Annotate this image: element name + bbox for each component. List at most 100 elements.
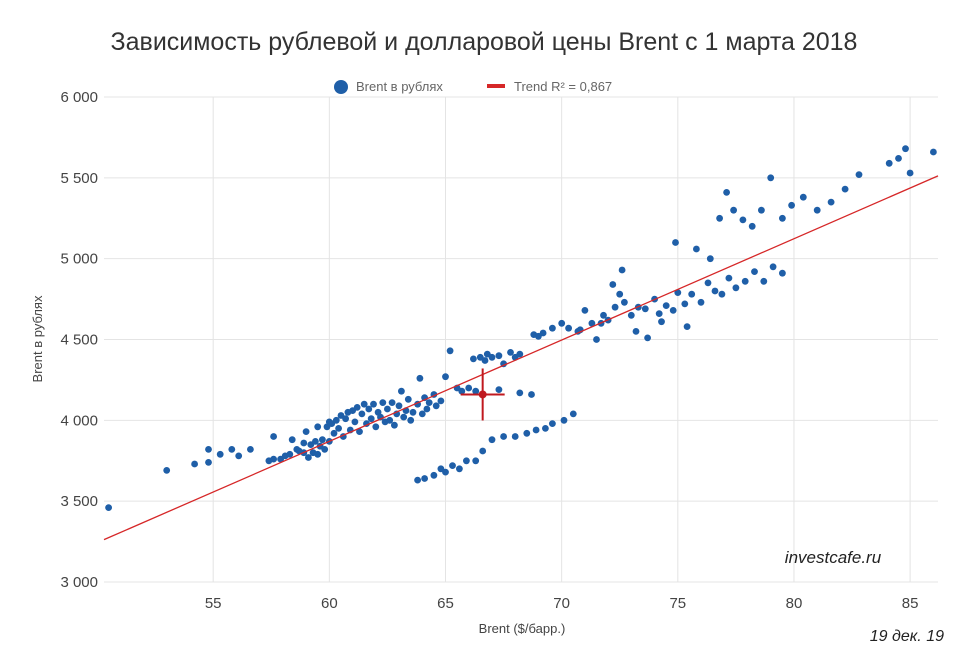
scatter-point	[321, 446, 329, 453]
scatter-point	[302, 428, 310, 435]
scatter-point	[335, 425, 342, 432]
scatter-point	[779, 214, 786, 222]
y-tick-label: 4 000	[60, 412, 98, 429]
scatter-point	[481, 357, 489, 364]
scatter-point	[855, 171, 863, 179]
scatter-point	[379, 399, 387, 406]
scatter-point	[718, 290, 726, 298]
scatter-point	[205, 459, 212, 466]
scatter-point	[895, 155, 902, 162]
scatter-point	[365, 405, 373, 413]
scatter-point	[332, 416, 340, 424]
scatter-point	[549, 324, 556, 332]
scatter-point	[813, 206, 821, 214]
scatter-point	[693, 245, 700, 253]
scatter-point	[706, 255, 714, 263]
scatter-point	[741, 277, 749, 285]
scatter-point	[711, 287, 719, 295]
scatter-point	[827, 198, 835, 206]
scatter-point	[442, 468, 449, 476]
scatter-point	[407, 416, 415, 424]
scatter-point	[356, 428, 363, 435]
y-axis-label: Brent в рублях	[30, 295, 45, 382]
scatter-point	[688, 290, 696, 298]
scatter-point	[398, 387, 405, 395]
scatter-point	[395, 402, 403, 410]
y-tick-label: 5 500	[60, 170, 98, 187]
scatter-point	[779, 269, 786, 277]
scatter-point	[423, 405, 431, 413]
scatter-point	[456, 465, 463, 473]
x-tick-label: 85	[902, 595, 919, 612]
scatter-point	[611, 303, 619, 311]
scatter-point	[416, 374, 424, 382]
scatter-point	[391, 421, 398, 429]
scatter-point	[463, 457, 470, 465]
legend-trend-marker	[487, 84, 505, 88]
scatter-point	[528, 391, 535, 398]
scatter-point	[516, 389, 524, 397]
scatter-point	[672, 239, 679, 246]
scatter-point	[470, 355, 477, 363]
scatter-point	[618, 266, 626, 274]
grid	[104, 96, 938, 583]
x-tick-label: 75	[669, 595, 686, 612]
scatter-point	[906, 169, 914, 177]
scatter-point	[449, 462, 456, 469]
scatter-point	[723, 189, 730, 196]
scatter-point	[358, 410, 366, 418]
scatter-point	[351, 418, 359, 426]
x-tick-label: 80	[786, 595, 803, 612]
scatter-point	[788, 201, 795, 209]
x-axis-ticks: 55 60 65 70 75 80 85	[205, 595, 919, 612]
scatter-point	[681, 300, 689, 308]
x-axis-label: Brent ($/барр.)	[479, 621, 566, 636]
legend-series-marker	[334, 80, 348, 94]
x-tick-label: 65	[437, 595, 454, 612]
scatter-point	[609, 281, 617, 288]
scatter-point	[569, 410, 577, 418]
scatter-point	[360, 400, 368, 408]
highlight-crosshair	[460, 368, 505, 421]
scatter-point	[314, 450, 322, 458]
scatter-point	[446, 347, 454, 355]
scatter-point	[472, 387, 480, 395]
scatter-point	[228, 446, 236, 453]
scatter-point	[205, 446, 212, 453]
scatter-point	[288, 436, 296, 444]
scatter-point	[767, 174, 775, 182]
scatter-point	[644, 334, 651, 342]
scatter-point	[458, 387, 466, 395]
scatter-point	[270, 433, 277, 440]
scatter-point	[425, 399, 433, 406]
scatter-point	[641, 305, 649, 313]
scatter-point	[516, 350, 524, 358]
x-tick-label: 55	[205, 595, 222, 612]
scatter-point	[384, 405, 391, 413]
scatter-point	[704, 279, 712, 287]
scatter-point	[725, 274, 733, 282]
scatter-point	[799, 193, 807, 201]
scatter-point	[479, 447, 487, 455]
scatter-point	[885, 159, 893, 167]
y-axis-ticks: 3 000 3 500 4 000 4 500 5 000 5 500 6 000	[60, 89, 98, 591]
scatter-point	[732, 284, 740, 292]
scatter-points	[105, 145, 937, 511]
scatter-point	[388, 399, 396, 406]
scatter-point	[495, 386, 503, 393]
x-tick-label: 70	[553, 595, 570, 612]
scatter-point	[565, 324, 572, 332]
scatter-point	[342, 415, 349, 423]
scatter-point	[442, 373, 449, 381]
scatter-point	[523, 429, 531, 437]
scatter-point	[430, 471, 438, 479]
scatter-point	[655, 310, 663, 317]
scatter-point	[658, 318, 665, 326]
chart-title: Зависимость рублевой и долларовой цены B…	[111, 28, 858, 56]
legend-series-label: Brent в рублях	[356, 79, 443, 94]
scatter-point	[421, 475, 428, 482]
scatter-point	[549, 420, 556, 427]
scatter-point	[353, 404, 361, 411]
scatter-point	[432, 402, 440, 410]
